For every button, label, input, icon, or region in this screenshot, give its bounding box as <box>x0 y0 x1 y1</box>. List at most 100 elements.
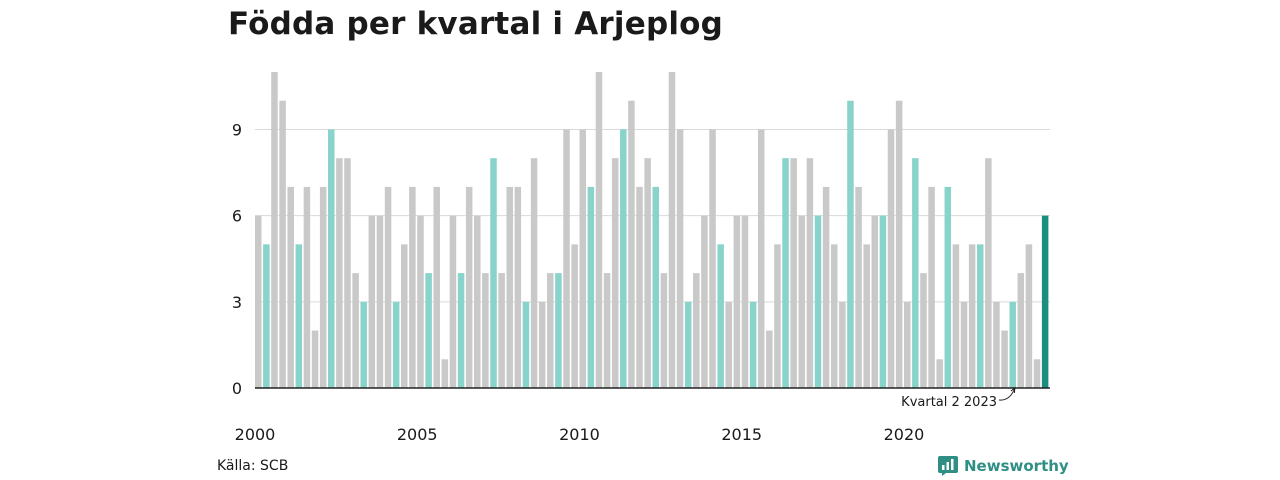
bar <box>725 301 733 388</box>
bar <box>920 273 927 388</box>
bar <box>271 72 278 388</box>
x-tick-label: 2010 <box>559 425 600 444</box>
brand-name: Newsworthy <box>964 457 1069 475</box>
bar <box>303 186 311 388</box>
bar <box>474 215 481 388</box>
bar <box>336 158 343 388</box>
bar <box>790 158 797 388</box>
bar <box>547 273 554 388</box>
bar <box>741 215 749 388</box>
bar <box>311 330 319 388</box>
bar <box>733 215 741 388</box>
bar <box>676 129 684 388</box>
bar <box>871 215 879 388</box>
bar <box>887 129 895 388</box>
x-tick-label: 2005 <box>397 425 438 444</box>
bar <box>985 158 992 388</box>
bar <box>782 158 789 388</box>
bar <box>514 186 522 388</box>
x-axis-ticks: 2000 2005 2010 2015 2020 <box>235 425 925 444</box>
bar <box>587 186 595 388</box>
bar <box>855 186 862 388</box>
bar <box>255 215 262 388</box>
bar <box>912 158 919 388</box>
bar <box>822 186 830 388</box>
bar <box>847 100 854 388</box>
bar <box>563 129 570 388</box>
bar <box>652 186 660 388</box>
bar <box>401 244 408 388</box>
bar <box>806 158 814 388</box>
bar <box>611 158 619 388</box>
bar <box>376 215 384 388</box>
annotation-label: Kvartal 2 2023 <box>901 395 997 410</box>
bar <box>425 273 432 388</box>
bar <box>344 158 351 388</box>
bar <box>368 215 376 388</box>
bar <box>295 244 303 388</box>
bar <box>709 129 716 388</box>
brand-logo: Newsworthy <box>938 456 1069 476</box>
newsworthy-logo-icon <box>938 456 958 476</box>
bar <box>766 330 773 388</box>
bar <box>1009 301 1016 388</box>
bar <box>830 244 838 388</box>
bar <box>352 273 359 388</box>
chart-title: Födda per kvartal i Arjeplog <box>228 6 724 42</box>
bar <box>328 129 335 388</box>
bar <box>279 100 286 388</box>
bar <box>571 244 578 388</box>
bar <box>928 186 935 388</box>
bar <box>960 301 968 388</box>
bar <box>482 273 489 388</box>
x-tick-label: 2020 <box>884 425 925 444</box>
bar <box>1033 359 1041 388</box>
annotation-arrow <box>998 386 1016 401</box>
bar <box>774 244 781 388</box>
bar <box>693 273 700 388</box>
bar <box>798 215 806 388</box>
bar <box>968 244 976 388</box>
bar <box>749 301 757 388</box>
bar <box>392 301 400 388</box>
bar <box>360 301 367 388</box>
bar <box>498 273 505 388</box>
bar <box>993 301 1000 388</box>
bar <box>287 186 294 388</box>
bar <box>595 72 603 388</box>
bar <box>319 186 327 388</box>
bar <box>1001 330 1008 388</box>
bar <box>644 158 651 388</box>
bar <box>409 186 416 388</box>
bar <box>628 100 635 388</box>
bar <box>895 100 903 388</box>
bar <box>538 301 546 388</box>
bar <box>579 129 586 388</box>
bar <box>701 215 708 388</box>
bar <box>814 215 822 388</box>
bar <box>620 129 627 388</box>
bar <box>465 186 473 388</box>
y-tick-label: 6 <box>232 207 242 226</box>
bar <box>936 359 943 388</box>
bar <box>839 301 846 388</box>
bar <box>976 244 984 388</box>
x-tick-label: 2015 <box>721 425 762 444</box>
x-tick-label: 2000 <box>235 425 276 444</box>
bar <box>449 215 457 388</box>
bar <box>457 273 465 388</box>
bar <box>506 186 513 388</box>
bar <box>757 129 765 388</box>
bar <box>530 158 538 388</box>
bar <box>1025 244 1033 388</box>
y-tick-label: 3 <box>232 293 242 312</box>
bar <box>441 359 449 388</box>
bar <box>417 215 424 388</box>
y-axis-ticks: 0 3 6 9 <box>232 120 242 398</box>
bar <box>263 244 270 388</box>
bar <box>684 301 692 388</box>
bar <box>490 158 497 388</box>
bar <box>944 186 952 388</box>
bar <box>879 215 887 388</box>
